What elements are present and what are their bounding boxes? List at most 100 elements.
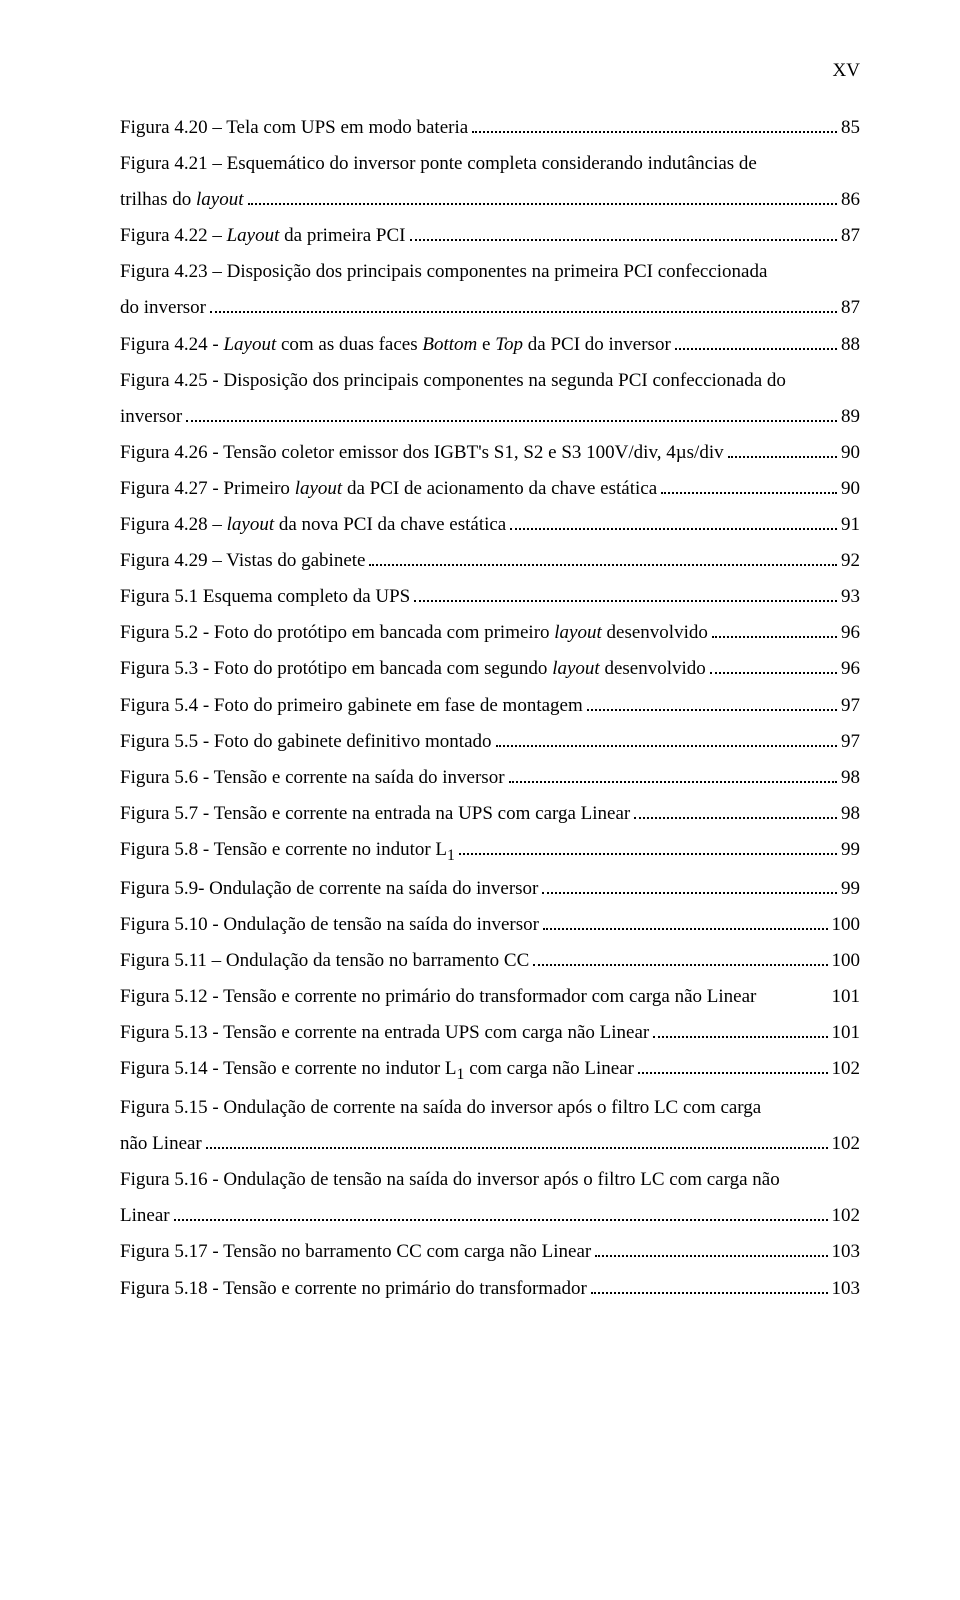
- figure-entry-text: Figura 4.21 – Esquemático do inversor po…: [120, 146, 860, 182]
- leader-dots: [653, 1019, 827, 1038]
- figure-entry-page: 88: [841, 327, 860, 363]
- figure-entry-text: Figura 5.16 - Ondulação de tensão na saí…: [120, 1162, 860, 1198]
- leader-dots: [410, 222, 838, 241]
- leader-dots: [712, 619, 837, 638]
- figure-entry: Figura 5.8 - Tensão e corrente no induto…: [120, 832, 860, 871]
- figure-entry-text: Figura 5.13 - Tensão e corrente na entra…: [120, 1015, 649, 1051]
- figure-entry-page: 102: [832, 1198, 861, 1234]
- figure-entry-page: 99: [841, 832, 860, 868]
- figure-entry-page: 90: [841, 471, 860, 507]
- figure-entry: Figura 5.12 - Tensão e corrente no primá…: [120, 979, 860, 1015]
- figure-entry-page: 90: [841, 435, 860, 471]
- leader-dots: [634, 800, 837, 819]
- figure-entry-page: 101: [832, 979, 861, 1015]
- leader-dots: [728, 439, 837, 458]
- leader-dots: [414, 583, 837, 602]
- figure-entry-page: 96: [841, 651, 860, 687]
- figure-entry: Figura 4.23 – Disposição dos principais …: [120, 254, 860, 326]
- figure-entry-text: Figura 5.15 - Ondulação de corrente na s…: [120, 1090, 860, 1126]
- figure-entry: Figura 4.22 – Layout da primeira PCI87: [120, 218, 860, 254]
- figure-entry: Figura 5.15 - Ondulação de corrente na s…: [120, 1090, 860, 1162]
- leader-dots: [675, 330, 837, 349]
- figure-entry-text: Figura 5.11 – Ondulação da tensão no bar…: [120, 943, 529, 979]
- figure-entry-page: 97: [841, 724, 860, 760]
- figure-entry: Figura 5.5 - Foto do gabinete definitivo…: [120, 724, 860, 760]
- figure-entry: Figura 5.6 - Tensão e corrente na saída …: [120, 760, 860, 796]
- figure-entry-page: 87: [841, 218, 860, 254]
- document-page: XV Figura 4.20 – Tela com UPS em modo ba…: [0, 0, 960, 1367]
- figure-entry-text: Figura 5.7 - Tensão e corrente na entrad…: [120, 796, 630, 832]
- figure-entry-text: inversor: [120, 399, 182, 435]
- leader-dots: [472, 114, 837, 133]
- leader-dots: [174, 1202, 828, 1221]
- figure-entry-text: Figura 4.26 - Tensão coletor emissor dos…: [120, 435, 724, 471]
- leader-dots: [206, 1130, 828, 1149]
- figure-entry-text: Figura 5.6 - Tensão e corrente na saída …: [120, 760, 505, 796]
- figure-entry-text: do inversor: [120, 290, 206, 326]
- leader-dots: [533, 947, 827, 966]
- leader-dots: [595, 1238, 827, 1257]
- figure-entry: Figura 5.17 - Tensão no barramento CC co…: [120, 1234, 860, 1270]
- figure-entry-text: Figura 5.2 - Foto do protótipo em bancad…: [120, 615, 708, 651]
- figure-entry: Figura 5.14 - Tensão e corrente no indut…: [120, 1051, 860, 1090]
- figure-entry: Figura 5.10 - Ondulação de tensão na saí…: [120, 907, 860, 943]
- figure-entry-text: Figura 4.25 - Disposição dos principais …: [120, 363, 860, 399]
- figure-entry-page: 98: [841, 796, 860, 832]
- figure-entry-text: Figura 5.4 - Foto do primeiro gabinete e…: [120, 688, 583, 724]
- figure-entry: Figura 5.2 - Foto do protótipo em bancad…: [120, 615, 860, 651]
- figure-entry: Figura 5.16 - Ondulação de tensão na saí…: [120, 1162, 860, 1234]
- figure-entry-page: 96: [841, 615, 860, 651]
- figure-entry-page: 101: [832, 1015, 861, 1051]
- figure-entry-text: Figura 4.28 – layout da nova PCI da chav…: [120, 507, 506, 543]
- leader-dots: [459, 836, 837, 855]
- leader-dots: [369, 547, 837, 566]
- figure-entry-text: Figura 5.1 Esquema completo da UPS: [120, 579, 410, 615]
- figure-entry-page: 87: [841, 290, 860, 326]
- figure-entry: Figura 5.4 - Foto do primeiro gabinete e…: [120, 688, 860, 724]
- figure-entry: Figura 5.7 - Tensão e corrente na entrad…: [120, 796, 860, 832]
- leader-dots: [186, 403, 837, 422]
- figure-entry-page: 93: [841, 579, 860, 615]
- leader-dots: [638, 1055, 828, 1074]
- figure-entry-text: Figura 5.8 - Tensão e corrente no induto…: [120, 832, 455, 871]
- figure-entry: Figura 5.11 – Ondulação da tensão no bar…: [120, 943, 860, 979]
- figure-entry: Figura 5.18 - Tensão e corrente no primá…: [120, 1271, 860, 1307]
- figure-entry: Figura 5.3 - Foto do protótipo em bancad…: [120, 651, 860, 687]
- figure-entry-text: Figura 5.5 - Foto do gabinete definitivo…: [120, 724, 492, 760]
- figure-entry-text: Figura 4.24 - Layout com as duas faces B…: [120, 327, 671, 363]
- figure-entry: Figura 4.26 - Tensão coletor emissor dos…: [120, 435, 860, 471]
- figure-entry: Figura 4.20 – Tela com UPS em modo bater…: [120, 110, 860, 146]
- leader-dots: [509, 764, 837, 783]
- figure-entry: Figura 4.25 - Disposição dos principais …: [120, 363, 860, 435]
- figure-entry-text: Linear: [120, 1198, 170, 1234]
- figure-entry-page: 86: [841, 182, 860, 218]
- leader-dots: [710, 655, 837, 674]
- leader-dots: [248, 186, 838, 205]
- figure-entry-page: 91: [841, 507, 860, 543]
- figure-entry: Figura 4.27 - Primeiro layout da PCI de …: [120, 471, 860, 507]
- figure-entry-text: Figura 4.29 – Vistas do gabinete: [120, 543, 365, 579]
- leader-dots: [543, 911, 828, 930]
- figure-entry-text: não Linear: [120, 1126, 202, 1162]
- figure-entry-page: 102: [832, 1051, 861, 1087]
- figure-list: Figura 4.20 – Tela com UPS em modo bater…: [120, 110, 860, 1307]
- figure-entry-page: 92: [841, 543, 860, 579]
- figure-entry: Figura 4.21 – Esquemático do inversor po…: [120, 146, 860, 218]
- figure-entry: Figura 4.29 – Vistas do gabinete 92: [120, 543, 860, 579]
- figure-entry: Figura 5.9- Ondulação de corrente na saí…: [120, 871, 860, 907]
- figure-entry-text: Figura 5.14 - Tensão e corrente no indut…: [120, 1051, 634, 1090]
- page-number: XV: [120, 60, 860, 82]
- figure-entry-text: Figura 5.9- Ondulação de corrente na saí…: [120, 871, 538, 907]
- leader-dots: [591, 1274, 828, 1293]
- figure-entry-text: Figura 5.12 - Tensão e corrente no primá…: [120, 979, 756, 1015]
- figure-entry-text: Figura 5.18 - Tensão e corrente no primá…: [120, 1271, 587, 1307]
- figure-entry: Figura 5.1 Esquema completo da UPS 93: [120, 579, 860, 615]
- figure-entry-page: 103: [832, 1234, 861, 1270]
- figure-entry-page: 89: [841, 399, 860, 435]
- figure-entry-text: Figura 5.10 - Ondulação de tensão na saí…: [120, 907, 539, 943]
- figure-entry-text: Figura 4.20 – Tela com UPS em modo bater…: [120, 110, 468, 146]
- figure-entry: Figura 4.24 - Layout com as duas faces B…: [120, 327, 860, 363]
- figure-entry-page: 98: [841, 760, 860, 796]
- figure-entry: Figura 5.13 - Tensão e corrente na entra…: [120, 1015, 860, 1051]
- figure-entry-text: Figura 5.17 - Tensão no barramento CC co…: [120, 1234, 591, 1270]
